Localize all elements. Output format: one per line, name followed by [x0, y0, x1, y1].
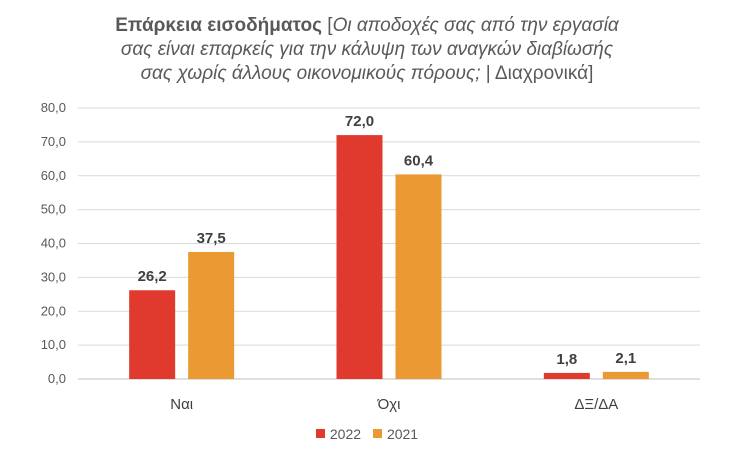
bar-2022: [543, 372, 590, 379]
chart-title-italic-1: Οι αποδοχές σας από την εργασία: [332, 15, 619, 36]
chart-title-italic-3: σας χωρίς άλλους οικονομικούς πόρους;: [140, 63, 481, 84]
data-label: 60,4: [404, 152, 434, 169]
y-tick-label: 50,0: [41, 202, 66, 217]
chart-title-tail: | Διαχρονικά]: [485, 63, 594, 84]
y-tick-label: 80,0: [41, 100, 66, 115]
legend-item-2021: 2021: [372, 425, 419, 442]
y-tick-label: 10,0: [41, 337, 66, 352]
bar-2021: [188, 251, 235, 379]
y-tick-label: 0,0: [48, 371, 66, 386]
data-label: 2,1: [615, 350, 636, 367]
category-label: ΔΞ/ΔΑ: [574, 396, 618, 413]
bar-2021: [395, 174, 442, 379]
bar-2021: [602, 371, 649, 379]
chart-title-italic-2: σας είναι επαρκείς για την κάλυψη των αν…: [120, 39, 614, 60]
y-tick-label: 20,0: [41, 303, 66, 318]
data-label: 72,0: [345, 113, 374, 130]
bar-2022: [129, 290, 176, 379]
legend-item-2022: 2022: [315, 425, 362, 442]
chart-title-bracket: [: [327, 15, 333, 36]
category-label: Ναι: [170, 396, 193, 413]
legend-label-2022: 2022: [329, 425, 362, 442]
legend-label-2021: 2021: [386, 425, 419, 442]
y-tick-label: 70,0: [41, 134, 66, 149]
chart-title: Επάρκεια εισοδήματος [Οι αποδοχές σας απ…: [0, 14, 734, 86]
y-tick-label: 60,0: [41, 168, 66, 183]
legend: 2022 2021: [0, 425, 734, 442]
chart-title-bold: Επάρκεια εισοδήματος: [115, 15, 322, 36]
category-label: Όχι: [377, 396, 401, 413]
bar-chart: 0,0 10,0 20,0 30,0 40,0 50,0 60,0 70,0 80,0 Ναι 26…: [41, 100, 700, 413]
y-tick-label: 30,0: [41, 269, 66, 284]
data-label: 26,2: [138, 268, 167, 285]
legend-swatch-2022: [315, 429, 325, 438]
data-label: 1,8: [556, 351, 577, 368]
legend-swatch-2021: [372, 429, 382, 438]
data-label: 37,5: [197, 230, 226, 247]
y-tick-label: 40,0: [41, 236, 66, 251]
bar-2022: [336, 135, 383, 379]
